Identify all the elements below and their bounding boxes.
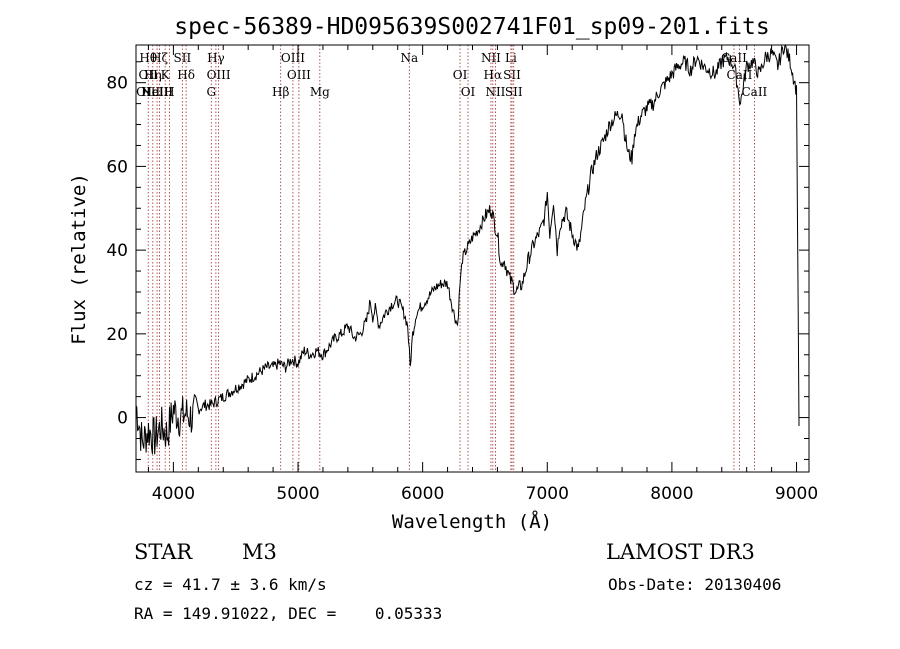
y-tick-label: 80 [106, 74, 128, 94]
line-label: H [164, 85, 174, 99]
x-axis-label: Wavelength (Å) [392, 510, 552, 533]
line-label: Hη [144, 68, 162, 82]
x-tick-label: 9000 [775, 484, 818, 504]
line-label: Hθ [139, 51, 157, 65]
object-class: STAR [134, 540, 193, 564]
object-subclass: M3 [242, 540, 277, 564]
line-label: G [206, 85, 216, 99]
line-label: HeI [142, 85, 165, 99]
chart-title: spec-56389-HD095639S002741F01_sp09-201.f… [174, 14, 769, 40]
y-tick-label: 60 [106, 157, 128, 177]
x-tick-label: 7000 [526, 484, 569, 504]
survey-name: LAMOST DR3 [606, 540, 755, 564]
x-tick-label: 4000 [152, 484, 195, 504]
line-label: SII [505, 85, 523, 99]
line-label: OIII [287, 68, 311, 82]
line-label: OI [461, 85, 476, 99]
line-label: CaII [741, 85, 767, 99]
x-tick-label: 8000 [650, 484, 693, 504]
x-tick-label: 5000 [276, 484, 319, 504]
line-label: Li [505, 51, 517, 65]
line-label: K [161, 68, 171, 82]
line-label: Hγ [207, 51, 225, 65]
line-label: OI [453, 68, 468, 82]
line-label: OIII [207, 68, 231, 82]
y-tick-label: 20 [106, 325, 128, 345]
line-label: SII [174, 51, 192, 65]
plot-frame [135, 44, 810, 473]
line-label: Hζ [151, 51, 168, 65]
observation-date: Obs-Date: 20130406 [608, 575, 782, 594]
spectrum-trace [135, 44, 800, 455]
line-label: Mg [310, 85, 330, 99]
y-tick-label: 0 [117, 409, 128, 429]
line-label: OIII [281, 51, 305, 65]
x-tick-label: 6000 [401, 484, 444, 504]
axis-ticks: 4000 5000 6000 7000 8000 9000 0 20 40 60 80 [106, 45, 818, 504]
emission-line-markers: HθOIIOIIIHηHeINeIIIHζKHSIIHδGHγOIIIHβOII… [136, 45, 768, 472]
line-label: OII [139, 68, 159, 82]
line-label: CaII [721, 51, 747, 65]
y-axis-label: Flux (relative) [68, 173, 90, 345]
line-label: NII [485, 85, 505, 99]
coordinates: RA = 149.91022, DEC = 0.05333 [134, 604, 443, 623]
line-label: Hα [484, 68, 503, 82]
line-label: NII [481, 51, 501, 65]
line-label: SII [503, 68, 521, 82]
line-label: Na [400, 51, 418, 65]
line-label: Hδ [177, 68, 195, 82]
line-label: Hβ [272, 85, 289, 99]
redshift-value: cz = 41.7 ± 3.6 km/s [134, 575, 327, 594]
y-tick-label: 40 [106, 241, 128, 261]
line-label: OIII [136, 85, 160, 99]
